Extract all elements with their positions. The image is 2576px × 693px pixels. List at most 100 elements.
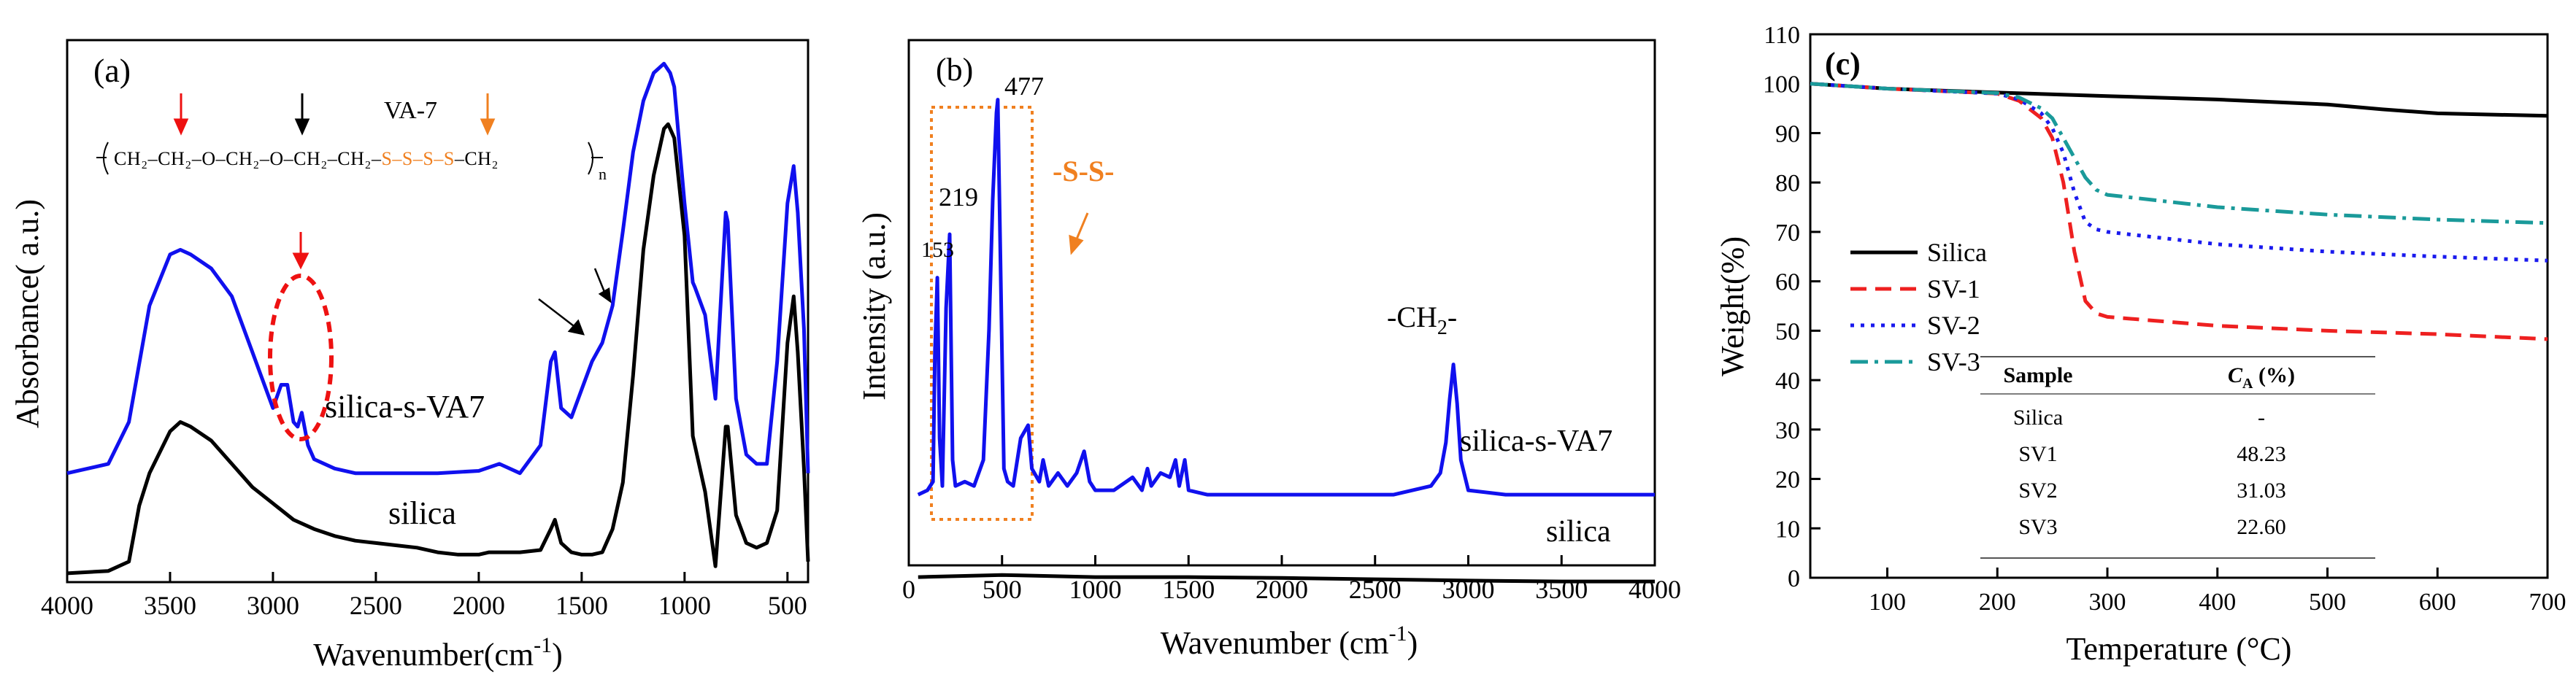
panel-c-y-ticks: 0 10 20 30 40 50 60 70 80 90 100 110	[1763, 22, 1820, 592]
table-cell-ca: 48.23	[2237, 442, 2286, 466]
y-tick-label-80: 80	[1775, 170, 1800, 197]
series-silica	[66, 122, 810, 576]
x-tick-label-3500: 3500	[1535, 575, 1588, 604]
y-tick-label-40: 40	[1775, 368, 1800, 395]
panel-a: (a) 4000 3500 3000 2500 2000 1500 1000 500 Wave…	[9, 39, 810, 673]
x-tick-label-500: 500	[983, 575, 1022, 604]
x-tick-label-1000: 1000	[1069, 575, 1122, 604]
y-tick-label-100: 100	[1763, 71, 1800, 98]
red-arrow-icon	[292, 232, 309, 270]
y-tick-label-90: 90	[1775, 120, 1800, 147]
ss-label: -S-S-	[1053, 155, 1114, 187]
y-tick-label-50: 50	[1775, 318, 1800, 345]
formula-subscript-n: n	[599, 165, 607, 183]
table-cell-ca: 31.03	[2237, 479, 2286, 503]
x-tick-label-3000: 3000	[247, 591, 299, 620]
formula-red-arrow-icon	[173, 93, 189, 136]
legend-label-sv-2: SV-2	[1927, 311, 1980, 340]
x-tick-label-300: 300	[2089, 589, 2126, 616]
y-tick-label-10: 10	[1775, 516, 1800, 543]
ss-arrow-icon	[1069, 212, 1089, 255]
x-tick-label-4000: 4000	[41, 591, 93, 620]
panel-c-x-label: Temperature (°C)	[2066, 631, 2292, 667]
panel-c-series	[1810, 82, 2548, 341]
ss-region-box	[930, 106, 1034, 521]
panel-a-frame	[66, 39, 810, 584]
va7-formula: VA-7 CH₂–CH₂–O–CH₂–O–CH₂–CH₂–S–S–S–S–CH₂…	[96, 93, 607, 183]
ch2-highlight-ellipse	[268, 274, 334, 441]
panel-a-x-label: Wavenumber(cm-1)	[313, 633, 563, 673]
panel-b-x-label: Wavenumber (cm-1)	[1161, 622, 1418, 661]
series-label-silica-s-va7-a: silica-s-VA7	[325, 389, 485, 425]
y-tick-label-110: 110	[1764, 22, 1800, 49]
x-tick-label-4000: 4000	[1629, 575, 1681, 604]
table-cell-sample: SV1	[2018, 442, 2057, 466]
table-header-ca: CA (%)	[2228, 363, 2295, 392]
table-header-sample: Sample	[2003, 363, 2072, 387]
panel-a-x-ticks: 4000 3500 3000 2500 2000 1500 1000 500	[41, 572, 807, 620]
panel-b-series	[917, 98, 1655, 584]
panel-a-series	[66, 61, 810, 576]
series-label-silica-b: silica	[1546, 515, 1611, 549]
series-label-silica-a: silica	[388, 495, 456, 531]
x-tick-label-2500: 2500	[350, 591, 402, 620]
legend-label-sv-3: SV-3	[1927, 347, 1980, 376]
series-label-silica-s-va7-b: silica-s-VA7	[1460, 425, 1612, 458]
x-tick-label-3500: 3500	[144, 591, 196, 620]
formula-bracket-right	[588, 142, 593, 175]
panel-b-label: (b)	[936, 52, 973, 88]
y-tick-label-30: 30	[1775, 417, 1800, 444]
panel-a-y-label: Absorbance( a.u.)	[9, 199, 45, 428]
x-tick-label-1500: 1500	[555, 591, 608, 620]
x-tick-label-1000: 1000	[658, 591, 711, 620]
x-tick-label-2000: 2000	[453, 591, 505, 620]
ch2-label: -CH2-	[1387, 301, 1457, 339]
series-silica-s-va7	[917, 98, 1655, 497]
x-tick-label-600: 600	[2419, 589, 2456, 616]
table-cell-sample: SV3	[2018, 515, 2057, 539]
peak-label-477: 477	[1004, 71, 1044, 101]
table-cell-ca: -	[2258, 406, 2265, 430]
x-tick-label-1500: 1500	[1162, 575, 1215, 604]
x-tick-label-100: 100	[1869, 589, 1906, 616]
panel-c-label: (c)	[1825, 46, 1861, 82]
table-cell-sample: SV2	[2018, 479, 2057, 503]
black-arrow-icon	[538, 268, 612, 336]
panel-c-x-ticks: 100 200 300 400 500 600 700	[1869, 568, 2567, 616]
table-rows: Silica - SV1 48.23 SV2 31.03 SV3 22.60	[2013, 406, 2286, 539]
panel-b: (b) 0 500 1000 1500 2000 2500 3000 3500 4000 Wav…	[856, 39, 1681, 661]
panel-a-label: (a)	[93, 52, 131, 89]
legend-label-sv-1: SV-1	[1927, 274, 1980, 303]
x-tick-label-400: 400	[2199, 589, 2236, 616]
x-tick-label-0: 0	[902, 575, 915, 604]
x-tick-label-500: 500	[2309, 589, 2346, 616]
legend-label-silica: Silica	[1927, 238, 1987, 267]
y-tick-label-60: 60	[1775, 269, 1800, 296]
series-silica-s-va7	[66, 61, 810, 476]
y-tick-label-0: 0	[1788, 565, 1800, 592]
formula-name: VA-7	[384, 97, 437, 124]
series-sv-1	[1810, 82, 2548, 341]
series-sv-2	[1810, 82, 2548, 263]
table-cell-sample: Silica	[2013, 406, 2063, 430]
y-tick-label-20: 20	[1775, 467, 1800, 494]
x-tick-label-500: 500	[768, 591, 807, 620]
peak-label-153: 153	[921, 238, 954, 262]
table-cell-ca: 22.60	[2237, 515, 2286, 539]
series-sv-3	[1810, 82, 2548, 225]
y-tick-label-70: 70	[1775, 220, 1800, 247]
formula-text: CH₂–CH₂–O–CH₂–O–CH₂–CH₂–S–S–S–S–CH₂	[114, 148, 499, 169]
panel-c-y-label: Weight(%)	[1715, 236, 1750, 376]
panel-b-y-label: Intensity (a.u.)	[856, 212, 892, 400]
x-tick-label-700: 700	[2529, 589, 2567, 616]
series-silica	[918, 573, 1655, 584]
sample-table: Sample CA (%) Silica - SV1 48.23 SV2 31.03 SV3…	[1980, 356, 2375, 559]
x-tick-label-200: 200	[1979, 589, 2016, 616]
panel-c-frame	[1809, 33, 2549, 579]
formula-black-arrow-icon	[294, 93, 310, 136]
panel-c: (c) 0 10 20 30 40 50 60 70 80 90 100 110 100 200 300 4…	[1715, 22, 2567, 667]
formula-orange-arrow-icon	[480, 93, 496, 136]
panel-b-frame	[907, 39, 1656, 567]
peak-label-219: 219	[939, 182, 978, 212]
